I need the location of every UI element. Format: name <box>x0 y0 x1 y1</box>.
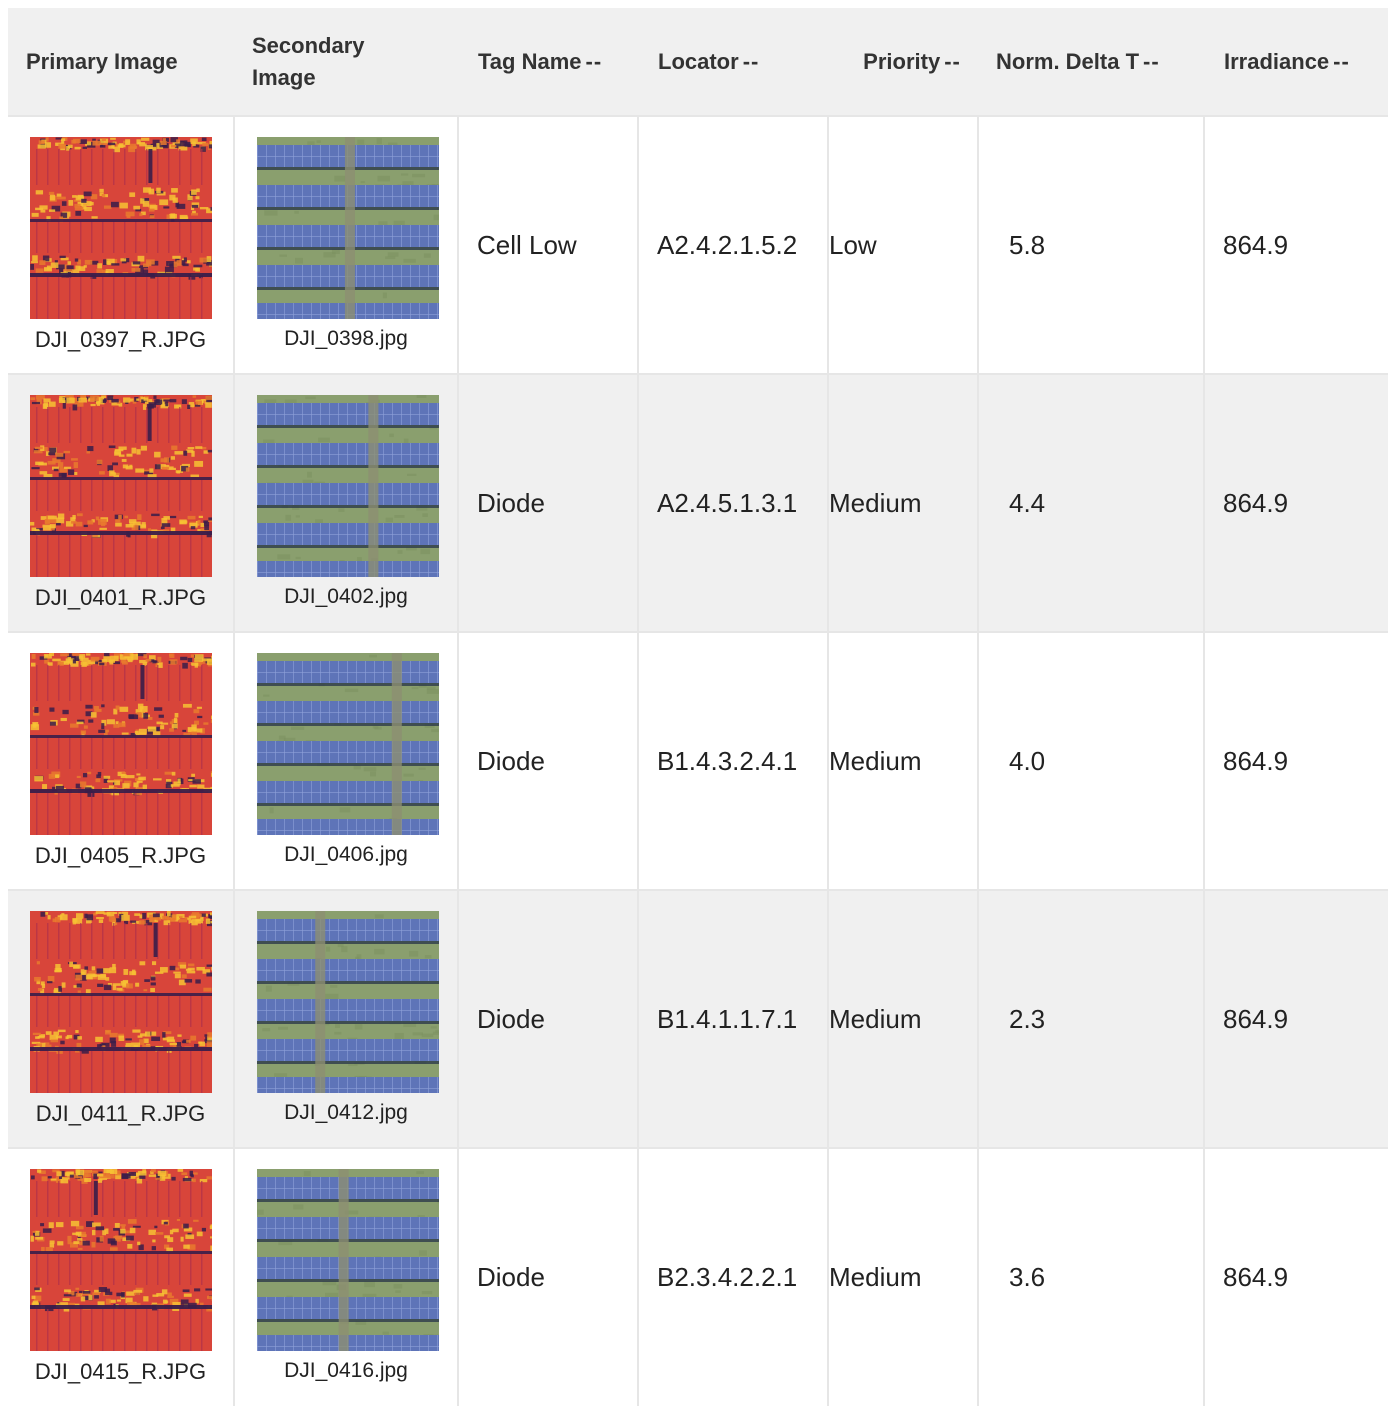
visual-image-thumbnail[interactable] <box>257 1169 439 1351</box>
visual-image-thumbnail[interactable] <box>257 911 439 1093</box>
visual-image-thumbnail[interactable] <box>257 137 439 319</box>
table-row[interactable]: DJI_0401_R.JPG DJI_0402.jpg Diode A2.4.5… <box>8 374 1388 632</box>
thermal-image-thumbnail[interactable] <box>30 1169 212 1351</box>
secondary-image-filename: DJI_0402.jpg <box>235 585 457 609</box>
secondary-image-filename: DJI_0406.jpg <box>235 843 457 867</box>
locator-cell: B2.3.4.2.2.1 <box>638 1148 828 1406</box>
table-row[interactable]: DJI_0415_R.JPG DJI_0416.jpg Diode B2.3.4… <box>8 1148 1388 1406</box>
irradiance-cell: 864.9 <box>1204 632 1388 890</box>
irradiance-cell: 864.9 <box>1204 890 1388 1148</box>
anomaly-table-container: Primary Image Secondary Image Tag Name--… <box>8 8 1388 1406</box>
irradiance-cell: 864.9 <box>1204 1148 1388 1406</box>
locator-cell: B1.4.3.2.4.1 <box>638 632 828 890</box>
norm-delta-t-cell: 3.6 <box>978 1148 1204 1406</box>
primary-image-cell: DJI_0415_R.JPG <box>8 1148 234 1406</box>
table-row[interactable]: DJI_0397_R.JPG DJI_0398.jpg Cell Low A2.… <box>8 116 1388 374</box>
norm-delta-t-cell: 2.3 <box>978 890 1204 1148</box>
priority-cell: Medium <box>828 632 978 890</box>
priority-cell: Medium <box>828 374 978 632</box>
visual-image-thumbnail[interactable] <box>257 653 439 835</box>
sort-icon[interactable]: -- <box>944 46 961 78</box>
table-header-row: Primary Image Secondary Image Tag Name--… <box>8 8 1388 116</box>
header-locator[interactable]: Locator-- <box>638 8 828 116</box>
tag-name-cell: Diode <box>458 374 638 632</box>
priority-cell: Medium <box>828 890 978 1148</box>
header-primary-image: Primary Image <box>8 8 234 116</box>
secondary-image-filename: DJI_0398.jpg <box>235 327 457 351</box>
norm-delta-t-cell: 4.4 <box>978 374 1204 632</box>
secondary-image-filename: DJI_0416.jpg <box>235 1359 457 1383</box>
priority-cell: Medium <box>828 1148 978 1406</box>
irradiance-cell: 864.9 <box>1204 374 1388 632</box>
header-norm-delta-t[interactable]: Norm. Delta T-- <box>978 8 1204 116</box>
primary-image-cell: DJI_0401_R.JPG <box>8 374 234 632</box>
priority-cell: Low <box>828 116 978 374</box>
header-priority[interactable]: Priority-- <box>828 8 978 116</box>
secondary-image-filename: DJI_0412.jpg <box>235 1101 457 1125</box>
primary-image-filename: DJI_0397_R.JPG <box>8 327 233 353</box>
secondary-image-cell: DJI_0406.jpg <box>234 632 458 890</box>
secondary-image-cell: DJI_0402.jpg <box>234 374 458 632</box>
norm-delta-t-cell: 5.8 <box>978 116 1204 374</box>
primary-image-filename: DJI_0415_R.JPG <box>8 1359 233 1385</box>
primary-image-filename: DJI_0405_R.JPG <box>8 843 233 869</box>
table-row[interactable]: DJI_0405_R.JPG DJI_0406.jpg Diode B1.4.3… <box>8 632 1388 890</box>
tag-name-cell: Diode <box>458 890 638 1148</box>
locator-cell: A2.4.2.1.5.2 <box>638 116 828 374</box>
locator-cell: A2.4.5.1.3.1 <box>638 374 828 632</box>
header-tag-name[interactable]: Tag Name-- <box>458 8 638 116</box>
sort-icon[interactable]: -- <box>1333 46 1350 78</box>
thermal-image-thumbnail[interactable] <box>30 911 212 1093</box>
sort-icon[interactable]: -- <box>1143 46 1160 78</box>
secondary-image-cell: DJI_0398.jpg <box>234 116 458 374</box>
primary-image-filename: DJI_0401_R.JPG <box>8 585 233 611</box>
primary-image-cell: DJI_0397_R.JPG <box>8 116 234 374</box>
tag-name-cell: Diode <box>458 632 638 890</box>
thermal-image-thumbnail[interactable] <box>30 137 212 319</box>
header-secondary-image: Secondary Image <box>234 8 458 116</box>
sort-icon[interactable]: -- <box>586 46 603 78</box>
thermal-image-thumbnail[interactable] <box>30 653 212 835</box>
secondary-image-cell: DJI_0416.jpg <box>234 1148 458 1406</box>
primary-image-filename: DJI_0411_R.JPG <box>8 1101 233 1127</box>
sort-icon[interactable]: -- <box>743 46 760 78</box>
norm-delta-t-cell: 4.0 <box>978 632 1204 890</box>
tag-name-cell: Diode <box>458 1148 638 1406</box>
primary-image-cell: DJI_0405_R.JPG <box>8 632 234 890</box>
primary-image-cell: DJI_0411_R.JPG <box>8 890 234 1148</box>
header-irradiance[interactable]: Irradiance-- <box>1204 8 1388 116</box>
anomaly-table: Primary Image Secondary Image Tag Name--… <box>8 8 1388 1406</box>
table-row[interactable]: DJI_0411_R.JPG DJI_0412.jpg Diode B1.4.1… <box>8 890 1388 1148</box>
secondary-image-cell: DJI_0412.jpg <box>234 890 458 1148</box>
visual-image-thumbnail[interactable] <box>257 395 439 577</box>
irradiance-cell: 864.9 <box>1204 116 1388 374</box>
tag-name-cell: Cell Low <box>458 116 638 374</box>
locator-cell: B1.4.1.1.7.1 <box>638 890 828 1148</box>
thermal-image-thumbnail[interactable] <box>30 395 212 577</box>
